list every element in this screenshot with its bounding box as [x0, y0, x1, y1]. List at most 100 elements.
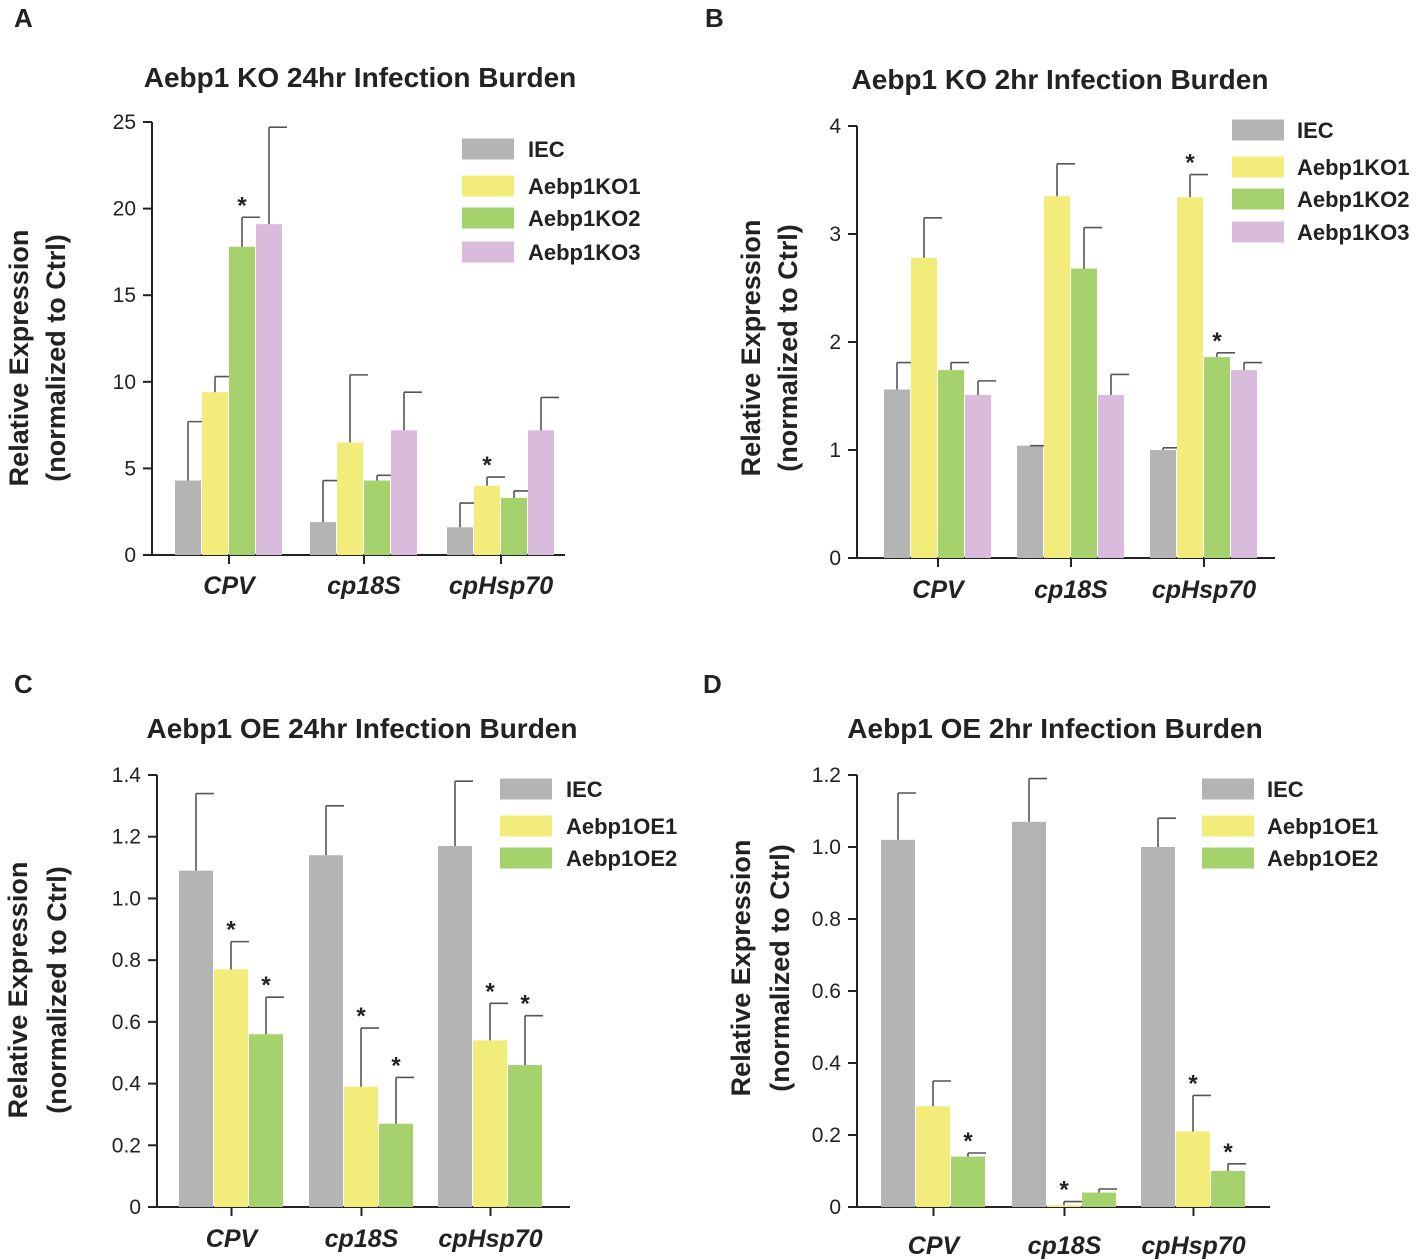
bar-iec-cphsp70: [438, 845, 472, 1207]
x-category-label: cp18S: [1028, 1232, 1102, 1260]
bar-aebp1ko1-cpv: [202, 392, 228, 555]
legend-label: Aebp1OE2: [566, 846, 677, 871]
legend-label: Aebp1KO2: [528, 206, 640, 231]
legend-swatch: [462, 138, 514, 160]
significance-star: *: [1188, 1070, 1198, 1097]
legend-label: Aebp1KO3: [1297, 220, 1409, 245]
panel-letter: D: [703, 669, 722, 699]
x-category-label: cp18S: [325, 1225, 399, 1253]
chart-panel-c: C Aebp1 OE 24hr Infection Burden Relative …: [3, 669, 677, 1253]
y-tick-label: 0.8: [112, 949, 141, 972]
significance-star: *: [261, 972, 271, 999]
bar-iec-cp18s: [310, 522, 336, 555]
y-tick-label: 0.6: [812, 980, 841, 1003]
legend-swatch: [462, 175, 514, 197]
x-category-label: cp18S: [327, 572, 401, 600]
bar-iec-cp18s: [1017, 445, 1043, 558]
y-tick-label: 0.2: [112, 1134, 141, 1157]
x-category-label: CPV: [203, 572, 257, 600]
y-tick-label: 1.2: [812, 764, 841, 787]
significance-star: *: [485, 978, 495, 1005]
legend-label: IEC: [1267, 777, 1304, 802]
bar-iec-cpv: [179, 870, 213, 1207]
panel-letter: C: [14, 669, 33, 699]
bar-aebp1oe1-cp18s: [1047, 1205, 1081, 1207]
significance-star: *: [482, 452, 492, 479]
y-axis-title: Relative Expression: [726, 840, 756, 1097]
chart-title: Aebp1 OE 2hr Infection Burden: [847, 713, 1262, 744]
bar-aebp1ko1-cphsp70: [474, 485, 500, 555]
legend-swatch: [1202, 847, 1254, 869]
bar-aebp1oe1-cp18s: [344, 1086, 378, 1207]
x-category-label: cpHsp70: [449, 572, 553, 600]
y-tick-label: 5: [124, 457, 136, 480]
legend-swatch: [500, 815, 552, 837]
bar-iec-cpv: [884, 389, 910, 558]
chart-title: Aebp1 KO 24hr Infection Burden: [144, 62, 577, 93]
bar-aebp1ko3-cphsp70: [1231, 370, 1257, 558]
legend-swatch: [1232, 188, 1284, 210]
legend-swatch: [462, 241, 514, 263]
y-axis-subtitle: (normalized to Ctrl): [42, 866, 72, 1114]
chart-title: Aebp1 KO 2hr Infection Burden: [852, 64, 1269, 95]
y-axis-title: Relative Expression: [4, 230, 34, 487]
panel-letter: A: [14, 3, 33, 33]
significance-star: *: [391, 1052, 401, 1079]
legend-swatch: [1232, 119, 1284, 141]
bar-aebp1oe1-cpv: [916, 1106, 950, 1207]
legend-label: Aebp1KO3: [528, 240, 640, 265]
y-tick-label: 4: [829, 115, 841, 138]
x-category-label: cpHsp70: [438, 1225, 542, 1253]
bar-aebp1oe2-cpv: [951, 1156, 985, 1207]
bar-aebp1oe2-cphsp70: [508, 1065, 542, 1207]
legend-label: Aebp1KO1: [528, 174, 640, 199]
y-tick-label: 15: [113, 284, 136, 307]
y-tick-label: 0.6: [112, 1011, 141, 1034]
bar-aebp1ko2-cphsp70: [501, 497, 527, 555]
legend-label: IEC: [528, 137, 565, 162]
bar-aebp1ko2-cpv: [938, 370, 964, 558]
legend-swatch: [500, 778, 552, 800]
significance-star: *: [1223, 1139, 1233, 1166]
x-category-label: CPV: [206, 1225, 260, 1253]
bar-aebp1ko3-cpv: [965, 394, 991, 558]
bar-aebp1ko3-cp18s: [1098, 394, 1124, 558]
chart-panel-a: A Aebp1 KO 24hr Infection Burden Relative …: [4, 3, 640, 600]
legend-label: IEC: [566, 777, 603, 802]
y-tick-label: 0: [829, 1196, 841, 1219]
bar-aebp1ko1-cphsp70: [1177, 197, 1203, 558]
x-category-label: CPV: [908, 1232, 962, 1260]
y-tick-label: 1.4: [112, 764, 142, 787]
legend-label: Aebp1OE1: [1267, 814, 1378, 839]
bar-aebp1ko2-cp18s: [364, 480, 390, 555]
y-tick-label: 10: [113, 371, 136, 394]
bar-aebp1oe1-cpv: [214, 969, 248, 1207]
legend-swatch: [500, 847, 552, 869]
bar-aebp1ko2-cpv: [229, 246, 255, 556]
bar-iec-cp18s: [309, 855, 343, 1207]
y-tick-label: 0.8: [812, 908, 841, 931]
y-tick-label: 25: [113, 111, 136, 134]
bar-aebp1oe1-cphsp70: [473, 1040, 507, 1207]
y-tick-label: 1.0: [812, 836, 841, 859]
chart-panel-b: B Aebp1 KO 2hr Infection Burden Relative E…: [705, 3, 1409, 604]
bar-iec-cphsp70: [1141, 847, 1175, 1207]
y-tick-label: 0: [129, 1196, 141, 1219]
bar-iec-cp18s: [1012, 821, 1046, 1207]
significance-star: *: [1212, 328, 1222, 355]
y-tick-label: 2: [829, 331, 841, 354]
legend-label: Aebp1KO1: [1297, 155, 1409, 180]
bar-aebp1oe2-cp18s: [1082, 1192, 1116, 1207]
y-tick-label: 0.4: [812, 1052, 842, 1075]
bar-iec-cphsp70: [1150, 450, 1176, 558]
chart-panel-d: D Aebp1 OE 2hr Infection Burden Relative E…: [703, 669, 1378, 1260]
significance-star: *: [226, 917, 236, 944]
legend-label: IEC: [1297, 118, 1334, 143]
bar-iec-cphsp70: [447, 527, 473, 555]
legend-swatch: [1202, 778, 1254, 800]
bar-aebp1ko1-cp18s: [337, 442, 363, 555]
bar-aebp1oe2-cpv: [249, 1034, 283, 1207]
y-tick-label: 0.4: [112, 1073, 142, 1096]
bar-aebp1ko1-cp18s: [1044, 196, 1070, 558]
